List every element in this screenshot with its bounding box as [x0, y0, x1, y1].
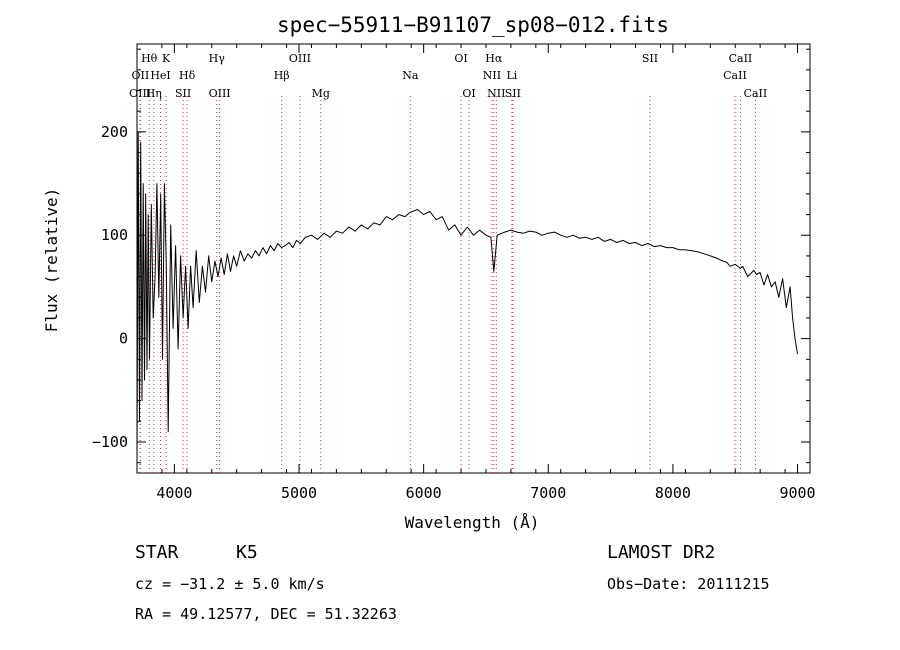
line-label: OI	[462, 87, 475, 100]
line-label: SII	[505, 87, 521, 100]
line-label: OIII	[129, 87, 151, 100]
line-label: SII	[642, 52, 658, 65]
line-label: Li	[506, 69, 517, 82]
obs-date-text: Obs−Date: 20111215	[607, 575, 770, 593]
plot-frame	[136, 43, 811, 474]
y-axis-label: Flux (relative)	[42, 188, 61, 333]
line-label: Hγ	[209, 52, 226, 65]
line-label: OIII	[289, 52, 311, 65]
x-tick-label: 4000	[156, 484, 192, 502]
object-class: STAR	[135, 542, 179, 563]
plot-border	[136, 43, 811, 474]
survey-name: LAMOST DR2	[607, 542, 715, 563]
y-tick-label: −100	[92, 433, 128, 451]
line-label: NII	[483, 69, 501, 82]
y-tick-label: 100	[101, 226, 128, 244]
y-tick-label: 0	[119, 330, 128, 348]
x-tick-label: 6000	[406, 484, 442, 502]
line-label: Hβ	[274, 69, 290, 82]
spectrum-line	[136, 131, 798, 463]
x-tick-label: 8000	[655, 484, 691, 502]
line-label: Mg	[312, 87, 330, 100]
x-tick-label: 5000	[281, 484, 317, 502]
series-layer	[136, 131, 798, 463]
line-label: CaII	[729, 52, 753, 65]
line-label: CaII	[723, 69, 747, 82]
line-label: HeI	[150, 69, 170, 82]
x-tick-label: 9000	[779, 484, 815, 502]
line-label: Hδ	[179, 69, 196, 82]
line-label: SII	[175, 87, 191, 100]
spectral-line-guides	[139, 96, 756, 473]
coordinates-text: RA = 49.12577, DEC = 51.32263	[135, 605, 397, 623]
line-label: OII	[132, 69, 150, 82]
redshift-text: cz = −31.2 ± 5.0 km/s	[135, 575, 325, 593]
line-label: Na	[402, 69, 419, 82]
x-axis-ticks: 4000 5000 6000 7000 8000 9000	[136, 44, 816, 502]
x-tick-label: 7000	[530, 484, 566, 502]
line-label: K	[162, 52, 171, 65]
line-label: Hη	[146, 87, 162, 100]
line-label: Hα	[485, 52, 503, 65]
line-label: OIII	[209, 87, 231, 100]
line-label: Hθ	[141, 52, 158, 65]
y-axis-ticks: −100 0 100 200	[92, 48, 810, 464]
line-label: OI	[454, 52, 467, 65]
line-label: NII	[487, 87, 505, 100]
y-tick-label: 200	[101, 123, 128, 141]
line-label: CaII	[744, 87, 768, 100]
object-subclass: K5	[236, 542, 258, 563]
chart-title: spec−55911−B91107_sp08−012.fits	[277, 13, 669, 37]
spectral-line-labels: Hθ OII OIII K HeI Hη Hδ SII Hγ OIII OIII Hβ Mg Na OI OI…	[129, 52, 767, 100]
x-axis-label: Wavelength (Å)	[405, 513, 540, 532]
